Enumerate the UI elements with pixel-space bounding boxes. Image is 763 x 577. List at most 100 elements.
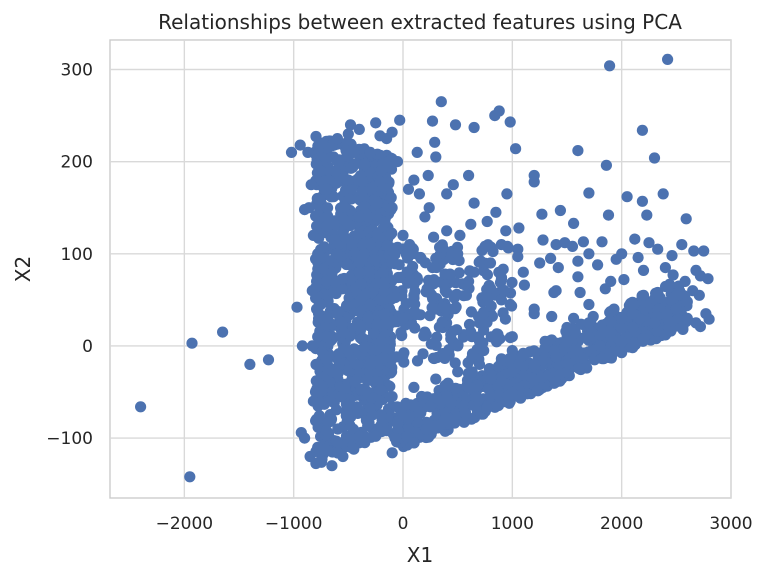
scatter-point	[312, 248, 324, 260]
scatter-point	[312, 192, 324, 205]
scatter-point	[348, 146, 360, 158]
scatter-point	[454, 229, 466, 241]
scatter-point	[452, 248, 464, 260]
scatter-point	[473, 317, 486, 329]
scatter-point	[331, 248, 343, 260]
scatter-point	[396, 330, 408, 342]
scatter-point	[636, 124, 649, 136]
scatter-point	[342, 128, 354, 140]
scatter-point	[435, 96, 447, 108]
scatter-point	[414, 251, 427, 264]
scatter-point	[386, 202, 398, 214]
scatter-point	[539, 335, 551, 347]
scatter-point	[572, 345, 584, 357]
scatter-point	[429, 136, 441, 148]
scatter-point	[307, 229, 319, 241]
scatter-point	[326, 267, 338, 279]
scatter-point	[326, 396, 338, 408]
scatter-point	[408, 289, 420, 301]
scatter-point	[602, 209, 615, 221]
scatter-point	[536, 208, 548, 220]
scatter-point	[648, 152, 661, 164]
scatter-point	[501, 188, 513, 200]
scatter-point	[401, 431, 413, 443]
scatter-point	[583, 248, 595, 260]
scatter-point	[615, 322, 628, 334]
scatter-point	[358, 341, 370, 354]
scatter-point	[583, 187, 595, 199]
scatter-point	[482, 292, 494, 304]
scatter-point	[339, 232, 351, 244]
scatter-point	[561, 321, 573, 334]
scatter-point	[477, 308, 489, 320]
scatter-point	[323, 175, 335, 187]
scatter-point	[364, 298, 376, 311]
scatter-point	[694, 321, 707, 333]
scatter-point	[397, 229, 409, 241]
scatter-point	[506, 331, 518, 343]
x-tick-label: 0	[398, 514, 409, 534]
scatter-point	[217, 326, 229, 338]
scatter-point	[348, 443, 360, 455]
scatter-point	[680, 213, 692, 225]
scatter-point	[397, 349, 409, 361]
scatter-point	[495, 274, 507, 286]
scatter-point	[374, 176, 386, 188]
y-tick-label: 300	[61, 60, 93, 80]
scatter-point	[326, 460, 338, 472]
scatter-point	[506, 366, 518, 378]
scatter-point	[291, 301, 303, 313]
scatter-point	[452, 340, 464, 352]
scatter-point	[554, 204, 567, 217]
scatter-point	[627, 321, 639, 334]
scatter-point	[465, 218, 477, 230]
scatter-point	[341, 299, 353, 312]
scatter-point	[679, 275, 691, 287]
scatter-point	[608, 303, 620, 315]
scatter-point	[377, 267, 389, 279]
scatter-point	[605, 275, 617, 287]
scatter-point	[439, 380, 451, 392]
scatter-point	[616, 248, 628, 260]
scatter-point	[311, 414, 323, 426]
scatter-point	[614, 344, 626, 356]
scatter-point	[299, 204, 311, 216]
scatter-point	[386, 257, 398, 269]
scatter-point	[470, 391, 483, 403]
scatter-point	[536, 372, 548, 384]
scatter-point	[550, 239, 562, 251]
scatter-point	[364, 402, 376, 414]
scatter-point	[660, 280, 672, 293]
scatter-point	[616, 335, 628, 347]
scatter-point	[572, 145, 584, 157]
scatter-point	[404, 239, 416, 251]
scatter-point	[332, 423, 344, 435]
scatter-point	[670, 303, 682, 315]
scatter-point	[676, 239, 688, 251]
scatter-point	[453, 267, 465, 279]
scatter-point	[352, 407, 364, 419]
scatter-point	[562, 357, 574, 370]
scatter-point	[449, 357, 461, 369]
scatter-point	[426, 115, 439, 127]
scatter-point	[359, 158, 371, 170]
scatter-point	[353, 227, 365, 239]
scatter-point	[462, 367, 474, 379]
scatter-point	[311, 358, 323, 370]
scatter-point	[670, 289, 682, 301]
scatter-point	[306, 340, 318, 352]
scatter-point	[577, 236, 590, 248]
scatter-point	[594, 329, 607, 341]
scatter-point	[309, 386, 322, 398]
scatter-point	[468, 197, 480, 209]
scatter-point	[504, 298, 516, 311]
scatter-point	[473, 335, 486, 347]
scatter-point	[314, 165, 326, 177]
scatter-point	[574, 286, 586, 299]
scatter-point	[262, 354, 275, 366]
scatter-point	[636, 195, 649, 207]
scatter-point	[667, 269, 679, 281]
scatter-point	[487, 246, 499, 258]
scatter-point	[490, 206, 502, 218]
scatter-point	[375, 165, 387, 177]
